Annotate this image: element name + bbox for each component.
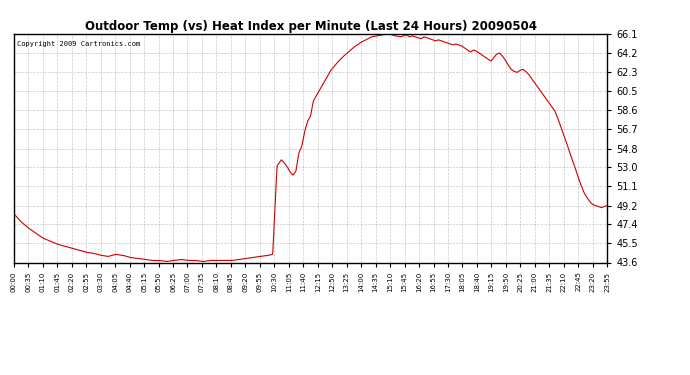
Title: Outdoor Temp (vs) Heat Index per Minute (Last 24 Hours) 20090504: Outdoor Temp (vs) Heat Index per Minute … (84, 20, 537, 33)
Text: Copyright 2009 Cartronics.com: Copyright 2009 Cartronics.com (17, 40, 140, 46)
